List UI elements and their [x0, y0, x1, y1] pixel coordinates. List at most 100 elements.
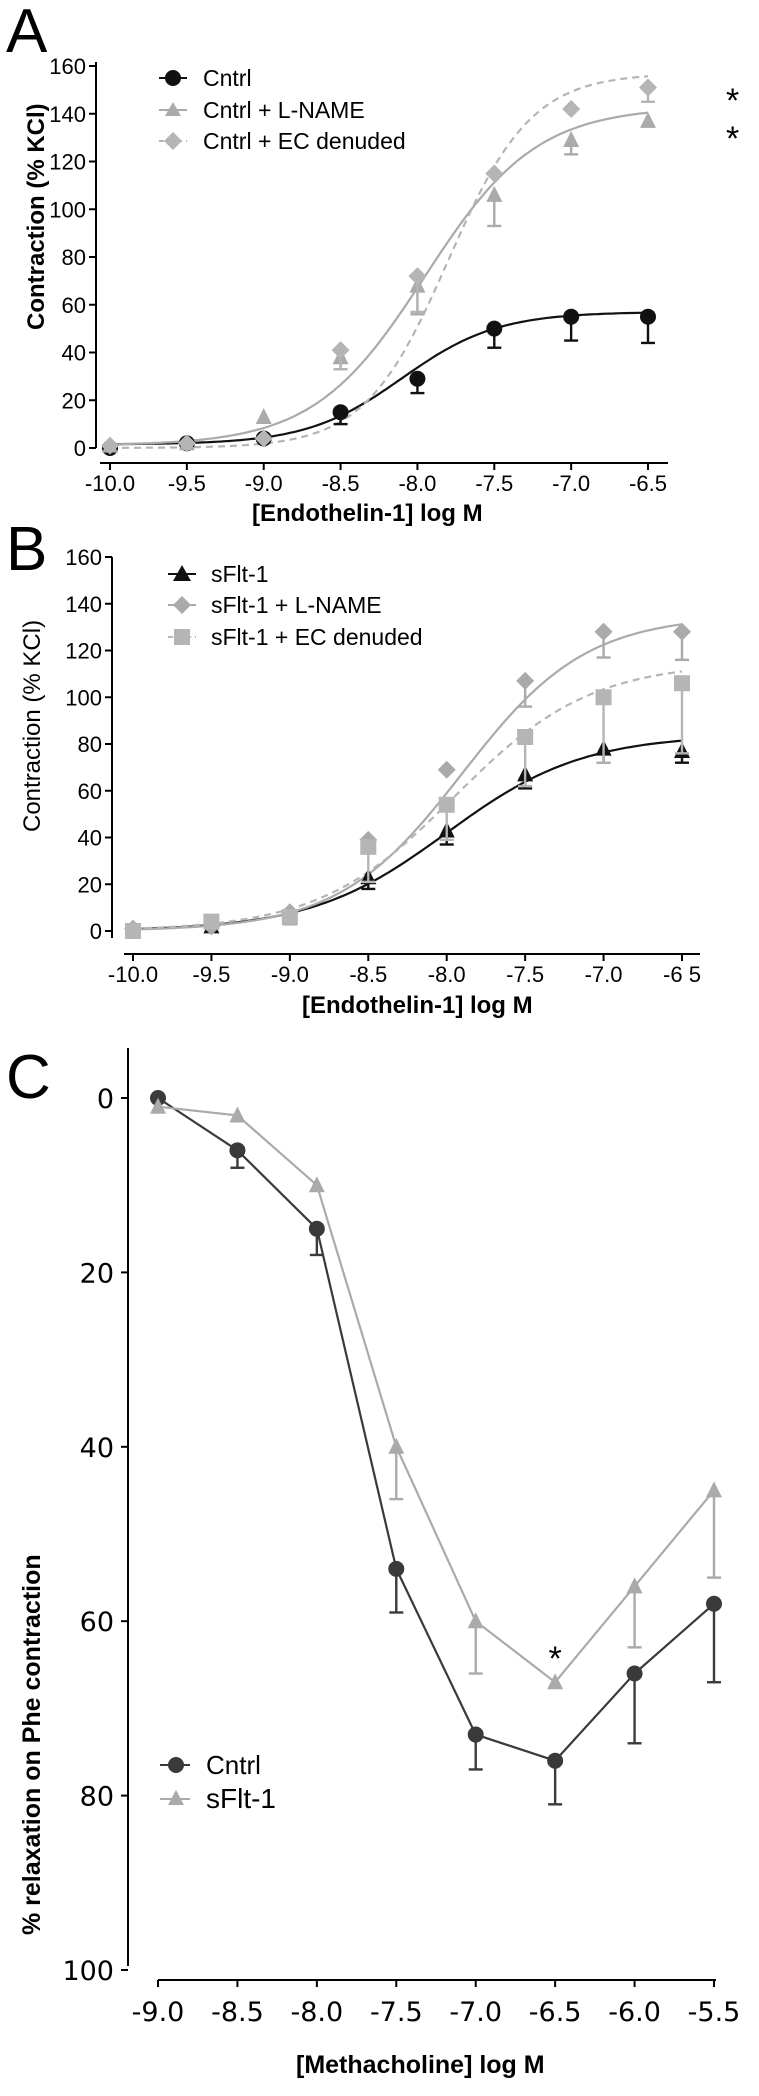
y-tick-label-a-3: 60	[62, 293, 86, 318]
y-tick-label-b-1: 20	[78, 872, 102, 897]
x-tick-label-b-4: -8.0	[428, 962, 466, 987]
y-tick-label-b-7: 140	[65, 592, 102, 617]
data-point-cntrl-ec-denuded-a-4	[408, 267, 427, 286]
data-point-sflt-1-ec-denuded-b-5	[517, 728, 534, 745]
y-tick-label-a-1: 20	[62, 388, 86, 413]
x-tick-label-b-5: -7.5	[506, 962, 544, 987]
panel-b-chart: B 0 20 40 60 80 100 120 140 160 -10.0 -9.5 -9.0 -8.…	[6, 515, 701, 1019]
y-tick-label-b-0: 0	[90, 919, 102, 944]
data-point-cntrl-ec-denuded-a-5	[485, 164, 504, 183]
data-point-cntrl-l-name-a-2	[255, 407, 272, 424]
x-axis-title-c: [Methacholine] log M	[296, 2051, 545, 2079]
data-point-cntrl-ec-denuded-a-3	[331, 341, 350, 360]
data-point-cntrl-c-2	[308, 1220, 325, 1237]
y-tick-label-b-4: 80	[78, 732, 102, 757]
data-point-sflt-1-c-3	[388, 1437, 405, 1454]
x-tick-label-a-1: -9.5	[168, 471, 206, 496]
data-point-cntrl-a-6	[563, 308, 580, 325]
y-tick-label-a-4: 80	[62, 245, 86, 270]
x-tick-label-b-6: -7.0	[585, 962, 623, 987]
data-point-sflt-1-ec-denuded-b-0	[125, 923, 141, 939]
data-point-cntrl-ec-denuded-a-2	[254, 429, 273, 448]
y-tick-label-b-6: 120	[65, 639, 102, 664]
x-tick-label-a-7: -6.5	[629, 471, 667, 496]
data-point-cntrl-c-5	[547, 1752, 564, 1769]
y-axis-title-a: Contraction (% KCl)	[23, 103, 50, 330]
data-point-sflt-1-ec-denuded-b-2	[281, 908, 298, 925]
data-point-cntrl-c-4	[467, 1726, 484, 1743]
y-tick-label-c-2: 40	[80, 1433, 114, 1464]
data-point-cntrl-a-7	[640, 308, 656, 325]
data-point-sflt-1-ec-denuded-b-7	[674, 675, 690, 692]
y-axis-title-b: Contraction (% KCl)	[19, 620, 46, 832]
y-tick-label-b-8: 160	[65, 545, 102, 570]
legend-b: sFlt-1 sFlt-1 + L-NAME sFlt-1 + EC denud…	[168, 561, 423, 650]
x-tick-label-c-4: -7.0	[449, 1997, 502, 2028]
data-point-cntrl-ec-denuded-a-7	[639, 78, 657, 97]
data-point-sflt-1-c-2	[308, 1176, 325, 1193]
y-tick-label-a-2: 40	[62, 341, 86, 366]
series-line-sflt-1-b	[132, 739, 683, 931]
y-tick-label-b-2: 40	[78, 826, 102, 851]
x-tick-label-c-2: -8.0	[291, 1997, 344, 2028]
data-point-cntrl-ec-denuded-a-6	[562, 99, 581, 118]
y-tick-label-b-3: 60	[78, 779, 102, 804]
data-point-sflt-1-c-5	[547, 1673, 564, 1690]
legend-marker-cntrl-lname	[165, 102, 181, 116]
legend-label-sflt1-ec: sFlt-1 + EC denuded	[211, 624, 423, 650]
y-tick-label-a-8: 160	[49, 54, 86, 79]
data-point-cntrl-ec-denuded-a-0	[101, 436, 119, 455]
data-point-cntrl-l-name-a-6	[563, 131, 580, 148]
panel-label-b: B	[6, 515, 47, 584]
legend-marker-sflt1-lname	[173, 596, 191, 614]
data-point-sflt-1-c-7	[706, 1481, 722, 1498]
x-tick-label-a-3: -8.5	[322, 471, 360, 496]
legend-label-c-sflt1: sFlt-1	[206, 1783, 276, 1814]
legend-label-c-cntrl: Cntrl	[206, 1750, 261, 1780]
data-point-sflt-1-l-name-b-5	[516, 671, 535, 690]
y-tick-label-c-4: 80	[80, 1782, 114, 1813]
data-point-cntrl-c-7	[706, 1595, 722, 1612]
y-axis-title-c: % relaxation on Phe contraction	[18, 1554, 46, 1935]
x-tick-label-c-5: -6.5	[529, 1997, 582, 2028]
data-point-sflt-1-c-1	[229, 1106, 246, 1123]
y-tick-label-a-5: 100	[49, 197, 86, 222]
legend-label-sflt1: sFlt-1	[211, 561, 269, 587]
x-tick-label-c-7: -5.5	[688, 1997, 741, 2028]
y-tick-label-a-6: 120	[49, 150, 86, 175]
data-point-sflt-1-ec-denuded-b-4	[438, 796, 455, 813]
legend-label-cntrl: Cntrl	[203, 65, 252, 91]
legend-label-sflt1-lname: sFlt-1 + L-NAME	[211, 592, 382, 618]
legend-label-cntrl-lname: Cntrl + L-NAME	[203, 97, 365, 123]
data-point-sflt-1-l-name-b-6	[594, 622, 613, 641]
x-tick-label-c-0: -9.0	[132, 1997, 185, 2028]
x-tick-label-b-0: -10.0	[108, 962, 158, 987]
y-tick-label-c-3: 60	[80, 1607, 114, 1638]
y-tick-label-c-1: 20	[80, 1258, 114, 1289]
panel-label-a: A	[6, 0, 48, 66]
legend-c: Cntrl sFlt-1	[160, 1750, 276, 1814]
data-point-cntrl-a-5	[486, 320, 503, 337]
data-point-cntrl-c-3	[388, 1560, 405, 1577]
data-point-sflt-1-l-name-b-4	[437, 760, 456, 779]
legend-marker-cntrl	[165, 70, 181, 86]
series-line-sflt-1-c	[157, 1105, 715, 1684]
x-tick-label-b-2: -9.0	[271, 962, 309, 987]
x-tick-label-b-3: -8.5	[349, 962, 387, 987]
x-tick-label-a-6: -7.0	[552, 471, 590, 496]
x-tick-label-b-7: -6 5	[663, 962, 701, 987]
x-tick-label-c-3: -7.5	[370, 1997, 423, 2028]
series-line-sflt-1-l-name-b	[132, 623, 683, 931]
panel-label-c: C	[6, 1043, 51, 1112]
y-tick-label-a-7: 140	[49, 102, 86, 127]
data-point-cntrl-ec-denuded-a-1	[177, 434, 196, 453]
x-axis-title-a: [Endothelin-1] log M	[252, 500, 483, 527]
data-point-sflt-1-ec-denuded-b-1	[203, 913, 220, 930]
x-tick-label-c-1: -8.5	[211, 1997, 264, 2028]
y-tick-label-a-0: 0	[74, 436, 86, 461]
x-axis-title-b: [Endothelin-1] log M	[302, 992, 533, 1019]
data-point-cntrl-c-6	[626, 1665, 643, 1682]
data-point-sflt-1-ec-denuded-b-3	[360, 838, 377, 855]
